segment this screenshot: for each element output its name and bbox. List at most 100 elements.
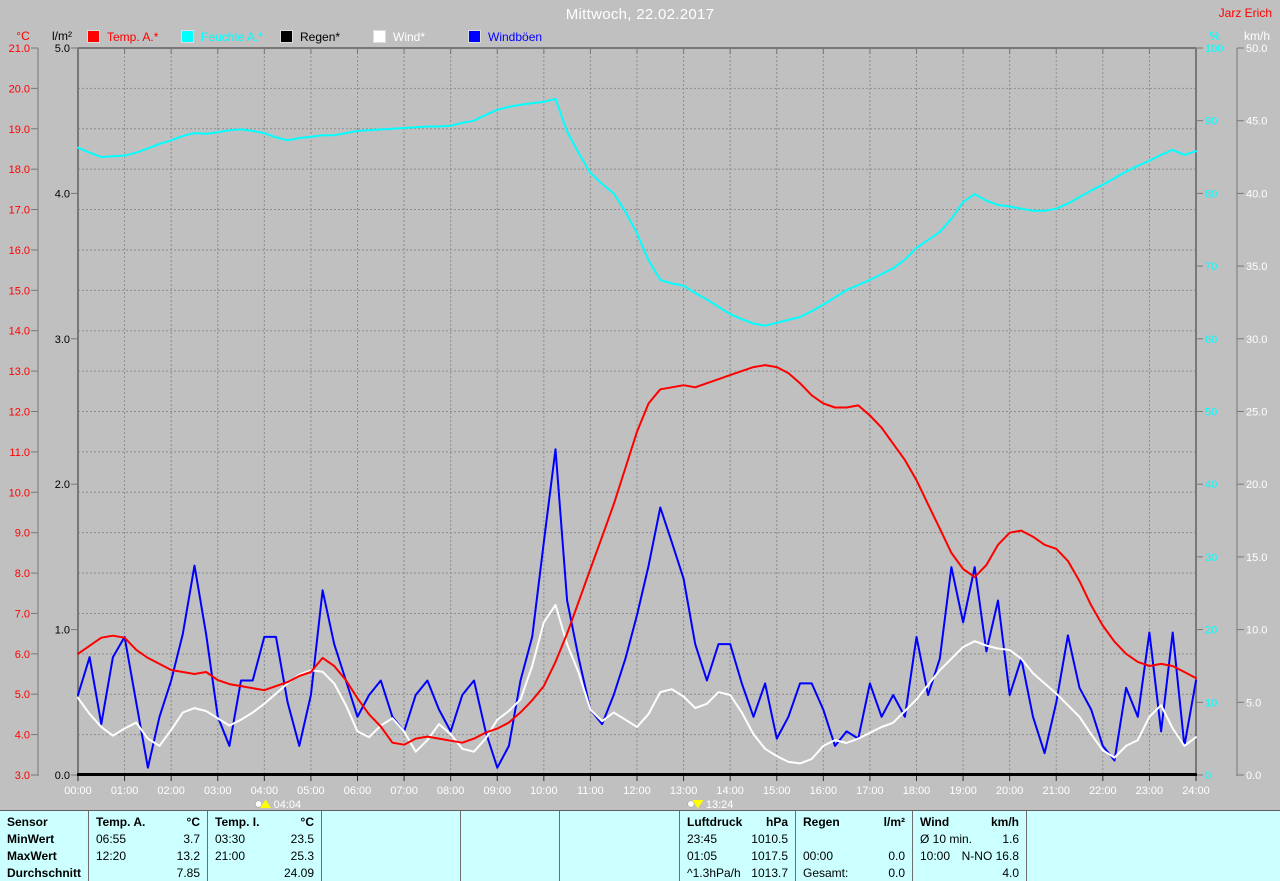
summary-table: Sensor MinWert MaxWert Durchschnitt Temp. A.… — [0, 810, 1280, 881]
table-column-divider — [88, 811, 89, 881]
temp-axis-tick-label: 13.0 — [9, 366, 30, 378]
table-time-cell: 03:30 — [215, 832, 246, 846]
temp-axis-tick-label: 4.0 — [15, 730, 30, 742]
humidity-axis-tick-label: 0 — [1205, 770, 1211, 782]
wind-axis-tick-label: 50.0 — [1246, 43, 1267, 55]
table-column-header: Wind — [920, 815, 950, 829]
moonset-time-label: 13:24 — [706, 799, 734, 810]
temp-axis-tick-label: 5.0 — [15, 689, 30, 701]
temp-axis-tick-label: 19.0 — [9, 124, 30, 136]
table-column-divider — [1026, 811, 1027, 881]
table-column-divider — [559, 811, 560, 881]
wind-axis-tick-label: 40.0 — [1246, 188, 1267, 200]
wind-series-line — [77, 603, 1197, 765]
legend-item: Windböen — [468, 29, 542, 44]
legend-swatch-icon — [468, 30, 481, 43]
temp-axis-tick-label: 8.0 — [15, 568, 30, 580]
humidity-axis-unit-label: % — [1209, 29, 1221, 43]
table-time-cell: 10:00 — [920, 849, 951, 863]
legend-item: Feuchte A.* — [181, 29, 263, 44]
x-axis-hour-label: 07:00 — [390, 785, 418, 797]
moonrise-arrow-icon — [260, 799, 272, 808]
x-axis-hour-label: 18:00 — [903, 785, 931, 797]
humidity-axis-tick-label: 20 — [1205, 625, 1217, 637]
humidity-axis-tick-label: 60 — [1205, 334, 1217, 346]
legend-swatch-icon — [181, 30, 194, 43]
temp-axis-tick-label: 16.0 — [9, 245, 30, 257]
table-time-cell: ^1.3hPa/h — [687, 866, 741, 880]
humidity-axis-tick-label: 40 — [1205, 479, 1217, 491]
x-axis-hour-label: 13:00 — [670, 785, 698, 797]
table-row-label: MaxWert — [7, 849, 57, 863]
legend-swatch-icon — [280, 30, 293, 43]
legend-label: Windböen — [488, 29, 543, 44]
wind-axis-tick-label: 20.0 — [1246, 479, 1267, 491]
table-value-cell: 4.0 — [1002, 866, 1019, 880]
table-value-cell: 1.6 — [1002, 832, 1019, 846]
x-axis-hour-label: 03:00 — [204, 785, 232, 797]
table-time-cell: 06:55 — [96, 832, 127, 846]
table-value-cell: 24.09 — [283, 866, 314, 880]
table-value-cell: 0.0 — [888, 849, 905, 863]
x-axis-hour-label: 12:00 — [623, 785, 651, 797]
wind-axis-unit-label: km/h — [1243, 29, 1270, 43]
wind-axis-tick-label: 45.0 — [1246, 116, 1267, 128]
table-column-unit: l/m² — [883, 815, 905, 829]
table-value-cell: 13.2 — [176, 849, 200, 863]
table-value-cell: 3.7 — [183, 832, 200, 846]
x-axis-hour-label: 02:00 — [157, 785, 185, 797]
table-value-cell: 7.85 — [176, 866, 200, 880]
wind-axis-tick-label: 15.0 — [1246, 552, 1267, 564]
x-axis-hour-label: 20:00 — [996, 785, 1024, 797]
table-value-cell: 0.0 — [888, 866, 905, 880]
x-axis-hour-label: 00:00 — [64, 785, 92, 797]
rain-axis-tick-label: 1.0 — [55, 625, 70, 637]
table-value-cell: 25.3 — [290, 849, 314, 863]
legend-label: Wind* — [393, 29, 426, 44]
table-column-unit: °C — [300, 815, 314, 829]
rain-axis-tick-label: 3.0 — [55, 334, 70, 346]
table-column-unit: km/h — [990, 815, 1019, 829]
moonrise-moon-icon — [255, 800, 263, 808]
table-time-cell: 23:45 — [687, 832, 718, 846]
x-axis-hour-label: 16:00 — [810, 785, 838, 797]
legend-swatch-icon — [87, 30, 100, 43]
legend-item: Wind* — [373, 29, 425, 44]
table-column-header: Temp. I. — [215, 815, 260, 829]
temp-axis-tick-label: 17.0 — [9, 205, 30, 217]
x-axis-hour-label: 05:00 — [297, 785, 325, 797]
x-axis-hour-label: 23:00 — [1136, 785, 1164, 797]
x-axis-hour-label: 14:00 — [716, 785, 744, 797]
temp-axis-tick-label: 14.0 — [9, 326, 30, 338]
table-column-unit: hPa — [765, 815, 788, 829]
wind-axis-tick-label: 30.0 — [1246, 334, 1267, 346]
humidity-axis-tick-label: 30 — [1205, 552, 1217, 564]
wind-axis-tick-label: 10.0 — [1246, 625, 1267, 637]
legend-label: Temp. A.* — [107, 29, 159, 44]
moonset-arrow-icon — [692, 800, 704, 809]
humidity-series-line — [77, 97, 1197, 327]
temp-axis-tick-label: 20.0 — [9, 83, 30, 95]
temp-axis-tick-label: 11.0 — [9, 447, 30, 459]
table-time-cell: 00:00 — [803, 849, 834, 863]
table-column-divider — [912, 811, 913, 881]
rain-axis-tick-label: 0.0 — [55, 770, 70, 782]
table-value-cell: 1010.5 — [751, 832, 788, 846]
temp-axis-tick-label: 10.0 — [9, 487, 30, 499]
moonset-moon-icon — [687, 800, 695, 808]
x-axis-hour-label: 19:00 — [949, 785, 977, 797]
temp-axis-tick-label: 15.0 — [9, 285, 30, 297]
table-value-cell: N-NO 16.8 — [961, 849, 1019, 863]
humidity-axis-tick-label: 80 — [1205, 188, 1217, 200]
table-row-label: Durchschnitt — [7, 866, 82, 880]
legend-item: Regen* — [280, 29, 340, 44]
table-column-header: Luftdruck — [687, 815, 743, 829]
x-axis-hour-label: 11:00 — [577, 785, 604, 797]
humidity-axis-tick-label: 50 — [1205, 407, 1217, 419]
temp-series-line — [77, 364, 1197, 746]
table-time-cell: 01:05 — [687, 849, 718, 863]
table-column-divider — [460, 811, 461, 881]
table-column-divider — [321, 811, 322, 881]
x-axis-hour-label: 17:00 — [856, 785, 884, 797]
chart-title: Mittwoch, 22.02.2017 — [565, 6, 715, 23]
